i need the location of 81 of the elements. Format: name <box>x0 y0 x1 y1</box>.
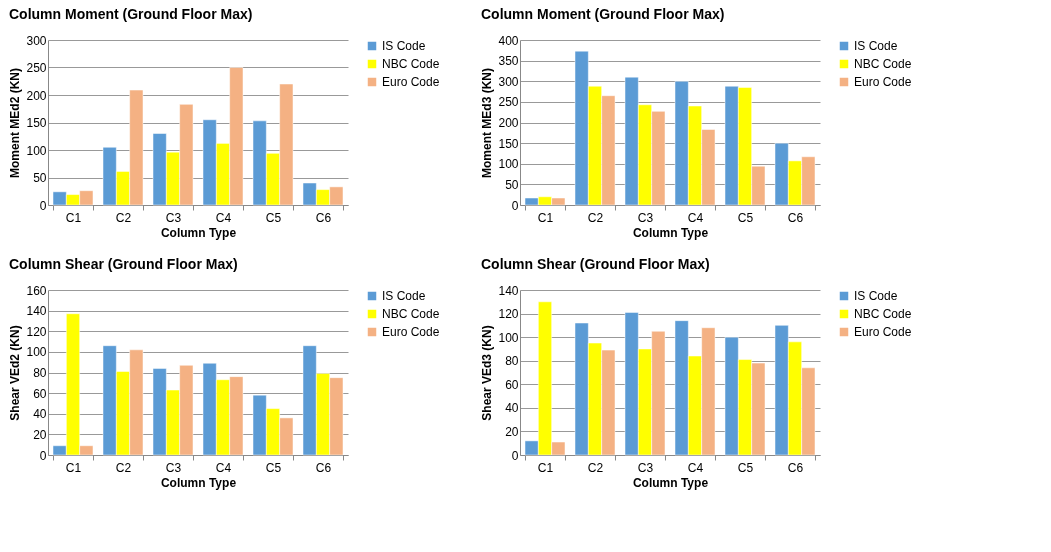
x-tick-label: C2 <box>115 460 132 475</box>
x-axis-title: Column Type <box>632 475 709 490</box>
y-tick-label: 60 <box>505 377 519 392</box>
x-tick-label: C6 <box>787 210 804 225</box>
y-tick-label: 140 <box>498 283 519 298</box>
y-tick-label: 400 <box>498 33 519 48</box>
legend-label: Euro Code <box>382 325 440 339</box>
legend-label: IS Code <box>854 39 898 53</box>
x-tick-label: C2 <box>115 210 132 225</box>
y-tick-label: 100 <box>26 345 47 360</box>
y-tick-label: 100 <box>498 330 519 345</box>
y-tick-label: 80 <box>505 354 519 369</box>
x-tick-label: C6 <box>315 460 332 475</box>
y-axis-title: Moment MEd3 (KN) <box>480 68 495 178</box>
legend-label: NBC Code <box>854 57 912 71</box>
x-axis-title: Column Type <box>160 475 237 490</box>
x-tick-label: C5 <box>737 210 754 225</box>
y-tick-label: 200 <box>26 88 47 103</box>
legend-label: IS Code <box>854 289 898 303</box>
x-tick-label: C3 <box>637 460 654 475</box>
x-axis-title: Column Type <box>160 225 237 240</box>
x-tick-label: C3 <box>637 210 654 225</box>
legend-label: NBC Code <box>382 307 440 321</box>
y-tick-label: 350 <box>498 54 519 69</box>
x-tick-label: C1 <box>537 210 554 225</box>
y-tick-label: 80 <box>33 366 47 380</box>
y-tick-label: 300 <box>26 33 47 48</box>
x-tick-label: C5 <box>265 460 282 475</box>
y-tick-label: 40 <box>33 407 47 422</box>
y-tick-label: 120 <box>498 307 519 322</box>
y-tick-label: 250 <box>498 95 519 110</box>
x-tick-label: C1 <box>65 460 82 475</box>
y-tick-label: 60 <box>33 386 47 401</box>
legend-label: IS Code <box>382 39 426 53</box>
x-tick-label: C3 <box>165 210 182 225</box>
x-axis-title: Column Type <box>632 225 709 240</box>
legend-label: NBC Code <box>854 307 912 321</box>
x-tick-label: C2 <box>587 210 604 225</box>
chart-title: Column Moment (Ground Floor Max) <box>8 6 253 22</box>
y-axis-title: Shear VEd2 (KN) <box>8 325 23 421</box>
x-tick-label: C3 <box>165 460 182 475</box>
x-tick-label: C4 <box>687 460 704 475</box>
y-axis-title: Shear VEd3 (KN) <box>480 325 495 421</box>
x-tick-label: C4 <box>687 210 704 225</box>
y-tick-label: 150 <box>26 116 47 130</box>
y-tick-label: 50 <box>33 171 47 185</box>
y-tick-label: 150 <box>498 136 519 151</box>
y-tick-label: 0 <box>511 198 519 213</box>
x-tick-label: C1 <box>65 210 82 225</box>
y-tick-label: 20 <box>33 427 47 442</box>
x-tick-label: C4 <box>215 460 232 475</box>
y-tick-label: 20 <box>505 424 519 439</box>
y-tick-label: 100 <box>26 143 47 158</box>
chart-title: Column Shear (Ground Floor Max) <box>8 256 238 272</box>
x-tick-label: C2 <box>587 460 604 475</box>
y-tick-label: 160 <box>26 283 47 298</box>
x-tick-label: C6 <box>315 210 332 225</box>
y-tick-label: 0 <box>39 198 47 213</box>
y-axis-title: Moment MEd2 (KN) <box>8 68 23 178</box>
legend-label: Euro Code <box>854 325 912 339</box>
y-tick-label: 120 <box>26 324 47 339</box>
x-tick-label: C5 <box>737 460 754 475</box>
y-tick-label: 0 <box>511 448 519 463</box>
x-tick-label: C5 <box>265 210 282 225</box>
x-tick-label: C4 <box>215 210 232 225</box>
x-tick-label: C1 <box>537 460 554 475</box>
legend-label: Euro Code <box>382 75 440 89</box>
y-tick-label: 0 <box>39 448 47 463</box>
y-tick-label: 100 <box>498 157 519 172</box>
chart-title: Column Shear (Ground Floor Max) <box>480 256 710 272</box>
legend-label: NBC Code <box>382 57 440 71</box>
y-tick-label: 40 <box>505 401 519 416</box>
y-tick-label: 140 <box>26 304 47 319</box>
y-tick-label: 50 <box>505 177 519 192</box>
y-tick-label: 250 <box>26 61 47 75</box>
x-tick-label: C6 <box>787 460 804 475</box>
y-tick-label: 300 <box>498 74 519 89</box>
legend-label: Euro Code <box>854 75 912 89</box>
y-tick-label: 200 <box>498 116 519 130</box>
legend-label: IS Code <box>382 289 426 303</box>
chart-title: Column Moment (Ground Floor Max) <box>480 6 725 22</box>
